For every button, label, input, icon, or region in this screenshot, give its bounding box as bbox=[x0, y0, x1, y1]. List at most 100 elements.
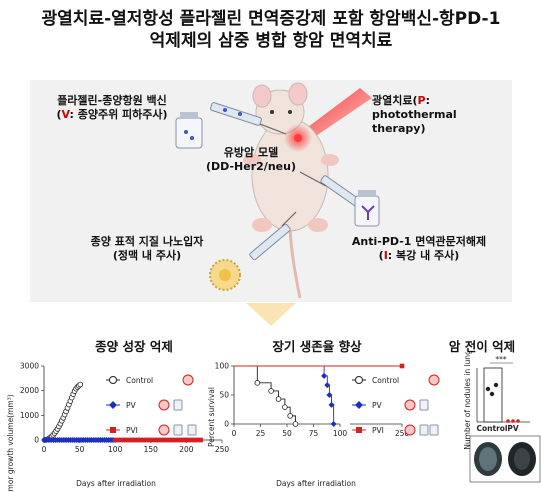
survival-panel-title: 장기 생존율 향상 bbox=[272, 339, 362, 354]
nodules-ylabel: Number of nodules in lungs bbox=[463, 352, 472, 450]
vaccine-vial-icon bbox=[419, 424, 429, 436]
growth-xtick-label: 200 bbox=[179, 445, 194, 454]
legend-pvi-marker bbox=[110, 427, 116, 433]
bar-label-pv: PV bbox=[507, 424, 518, 433]
survival-ytick-label: 0 bbox=[224, 420, 229, 429]
point-pv-2 bbox=[511, 419, 515, 423]
growth-point-pvi bbox=[158, 437, 164, 443]
metastasis-chart: Number of nodules in lungs *** Control P… bbox=[463, 352, 541, 483]
survival-xtick-label: 25 bbox=[256, 429, 266, 438]
vaccine-vial-icon bbox=[173, 399, 183, 411]
antibody-vial-icon bbox=[429, 424, 439, 436]
survival-point-control bbox=[292, 421, 299, 427]
growth-point-pvi bbox=[167, 437, 172, 443]
growth-point-pvi bbox=[186, 437, 192, 443]
growth-xtick-label: 250 bbox=[215, 445, 230, 454]
survival-point-control bbox=[275, 396, 282, 402]
survival-chart: Percent survival Days after irradiation … bbox=[207, 362, 410, 489]
survival-point-pv bbox=[324, 382, 331, 389]
survival-point-pv bbox=[330, 421, 337, 427]
survival-curve-pv bbox=[234, 365, 335, 424]
vaccine-vial-icon bbox=[419, 399, 429, 411]
survival-legend-pv: PV bbox=[372, 401, 383, 410]
vaccine-syringe-icon bbox=[210, 102, 287, 135]
growth-point-pvi bbox=[149, 437, 155, 443]
growth-xlabel: Days after irradiation bbox=[76, 479, 156, 488]
treatment-diagram bbox=[175, 82, 380, 326]
survival-ytick-label: 50 bbox=[219, 391, 229, 400]
survival-xtick-label: 50 bbox=[282, 429, 292, 438]
vaccine-label: 플라젤린-종양항원 백신 (V: 종양주위 피하주사) bbox=[56, 94, 168, 121]
anti-pd1-label: Anti-PD-1 면역관문저해제 (I: 복강 내 주사) bbox=[351, 235, 487, 262]
growth-panel-title: 종양 성장 억제 bbox=[95, 339, 173, 354]
growth-xtick-label: 150 bbox=[144, 445, 159, 454]
growth-ytick-label: 1000 bbox=[20, 411, 39, 420]
laser-beam bbox=[296, 88, 372, 144]
vaccine-vial-icon bbox=[175, 112, 203, 149]
survival-point-pv bbox=[328, 401, 335, 408]
growth-xtick-label: 0 bbox=[42, 445, 47, 454]
vaccine-vial-icon bbox=[173, 424, 183, 436]
legend-control-label: Control bbox=[126, 376, 153, 385]
tumor-icon bbox=[404, 424, 416, 436]
point-pv-1 bbox=[506, 419, 510, 423]
growth-ytick-label: 2000 bbox=[20, 386, 39, 395]
survival-ytick-label: 100 bbox=[215, 362, 230, 371]
growth-point-pvi bbox=[127, 437, 132, 443]
growth-point-pvi bbox=[175, 437, 181, 443]
survival-xtick-label: 250 bbox=[395, 429, 410, 438]
mouse-illustration bbox=[243, 82, 339, 299]
growth-point-pvi bbox=[178, 437, 184, 443]
growth-point-pvi bbox=[184, 437, 189, 443]
survival-legend-pvi: PVI bbox=[372, 426, 384, 435]
survival-point-control bbox=[254, 380, 261, 386]
growth-ylabel: Tumor growth volume(mm³) bbox=[6, 394, 15, 492]
nanoparticle-syringe-icon bbox=[249, 211, 297, 261]
growth-point-pvi bbox=[195, 437, 201, 443]
growth-point-pvi bbox=[129, 437, 135, 443]
survival-legend: Control PV PVI bbox=[350, 372, 440, 442]
legend-control-marker bbox=[109, 376, 117, 384]
tumor-growth-chart: Tumor growth volume(mm³) Days after irra… bbox=[6, 362, 230, 492]
survival-ylabel: Percent survival bbox=[207, 387, 216, 447]
legend-pvi-label: PVI bbox=[126, 426, 138, 435]
point-control-2 bbox=[493, 382, 499, 388]
antibody-vial-icon bbox=[187, 424, 197, 436]
legend-pv-label: PV bbox=[126, 401, 137, 410]
title-line-1: 광열치료-열저항성 플라젤린 면역증강제 포함 항암백신-항PD-1 bbox=[41, 9, 501, 29]
growth-point-pvi bbox=[121, 437, 127, 443]
survival-xtick-label: 0 bbox=[232, 429, 237, 438]
metastasis-panel-title: 암 전이 억제 bbox=[448, 339, 516, 354]
tumor-icon bbox=[428, 374, 440, 386]
survival-point-control bbox=[287, 413, 293, 419]
growth-point-pvi bbox=[155, 437, 161, 443]
growth-point-pvi bbox=[135, 437, 141, 443]
survival-point-control bbox=[268, 388, 274, 394]
growth-point-pvi bbox=[144, 437, 149, 443]
model-label: 유방암 모델 (DD-Her2/neu) bbox=[206, 146, 296, 173]
point-control-3 bbox=[489, 391, 495, 397]
growth-xtick-label: 100 bbox=[108, 445, 123, 454]
growth-point-pvi bbox=[138, 437, 144, 443]
growth-point-pvi bbox=[152, 437, 158, 443]
ptt-label: 광열치료(P: photothermal therapy) bbox=[372, 94, 457, 135]
point-control-1 bbox=[485, 386, 491, 392]
legend-pv-marker bbox=[109, 401, 117, 409]
survival-curve-control bbox=[234, 365, 296, 424]
survival-xtick-label: 100 bbox=[333, 429, 348, 438]
growth-point-pvi bbox=[164, 437, 169, 443]
survival-point-pvi bbox=[399, 363, 405, 369]
growth-point-pvi bbox=[192, 437, 198, 443]
survival-legend-control: Control bbox=[372, 376, 399, 385]
growth-point-pvi bbox=[161, 437, 166, 443]
growth-point-control bbox=[77, 381, 84, 388]
growth-xtick-label: 50 bbox=[75, 445, 85, 454]
down-arrow bbox=[246, 303, 296, 326]
point-pv-3 bbox=[516, 419, 520, 423]
tumor-icon bbox=[404, 399, 416, 411]
growth-point-pvi bbox=[198, 437, 203, 443]
growth-point-pvi bbox=[147, 437, 152, 443]
bar-label-control: Control bbox=[476, 424, 507, 433]
growth-point-pvi bbox=[189, 437, 195, 443]
growth-point-pvi bbox=[115, 437, 121, 443]
